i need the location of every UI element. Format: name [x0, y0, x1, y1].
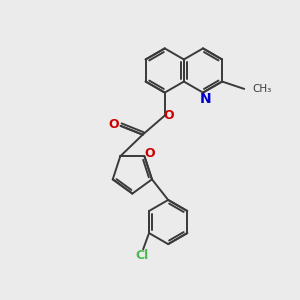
Text: N: N	[200, 92, 211, 106]
Text: CH₃: CH₃	[253, 84, 272, 94]
Text: Cl: Cl	[135, 249, 148, 262]
Text: O: O	[145, 147, 155, 160]
Text: O: O	[163, 109, 174, 122]
Text: O: O	[109, 118, 119, 131]
